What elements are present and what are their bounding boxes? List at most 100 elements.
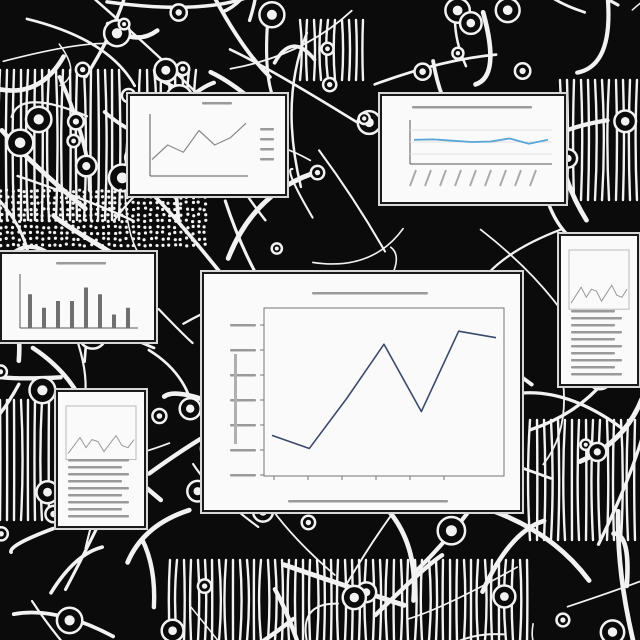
doc-text-line [571,352,615,355]
pattern-dot [101,207,105,212]
pattern-node-core [445,525,457,537]
pattern-dot [22,238,27,242]
illegible-x-tick-label [499,169,507,187]
series-line [151,122,247,160]
pattern-dot [94,238,98,242]
pattern-dot [149,236,154,241]
pattern-dot [161,243,165,247]
pattern-dot [11,207,15,212]
pattern-dot [17,213,21,217]
pattern-node-core [466,18,476,28]
pattern-dot [149,208,153,212]
pattern-dot [161,200,165,205]
pattern-node-core [80,66,86,73]
pattern-dot [107,195,111,199]
pattern-dot [40,218,44,223]
pattern-dot [82,194,86,199]
pattern-comb-line [322,558,327,640]
pattern-comb-line [304,18,309,82]
pattern-dot [83,201,87,205]
bar [56,301,60,328]
pattern-dot [156,225,160,229]
pattern-comb-line [19,398,24,522]
pattern-node-core [161,65,171,75]
pattern-strand [9,526,55,554]
pattern-dot [160,218,164,222]
pattern-comb-line [556,418,561,542]
pattern-node-core [0,531,4,537]
pattern-strand [611,531,630,589]
pattern-comb-line [273,558,278,640]
pattern-dot [6,195,10,199]
pattern-dot [40,200,44,204]
illegible-y-tick [230,399,256,402]
pattern-dot [119,188,123,192]
pattern-dot [179,224,183,228]
pattern-dot [94,195,98,199]
pattern-dot [42,189,46,193]
pattern-dot [60,231,64,235]
pattern-dot [82,225,86,229]
doc-text-line [571,324,615,327]
pattern-dot [179,230,183,234]
pattern-dot [95,202,99,206]
pattern-strand [84,0,126,79]
pattern-dot [22,231,26,235]
pattern-dot [132,230,136,234]
pattern-comb-line [590,418,595,542]
plot-frame [263,307,505,477]
pattern-node-core [111,28,123,39]
pattern-strand [473,9,493,87]
pattern-dot [90,219,94,223]
pattern-dot [136,201,141,205]
doc-text-line [68,494,122,497]
doc-text-line [68,459,129,462]
pattern-dot [17,225,22,229]
pattern-dot [89,232,94,236]
pattern-dot [82,244,87,248]
pattern-dot [178,219,182,223]
pattern-dot [10,231,14,235]
pattern-strand [0,54,66,93]
pattern-strand [30,599,63,640]
pattern-dot [35,195,39,199]
pattern-dot [100,195,105,199]
pattern-dot [149,218,153,223]
pattern-dot [204,213,208,217]
pattern-dot [191,224,195,229]
pattern-dot [184,236,189,240]
pattern-dot [203,242,207,246]
pattern-dot [184,200,188,204]
pattern-dot [77,232,81,236]
pattern-dot [125,212,129,216]
doc-text-line [68,508,122,511]
pattern-comb-line [462,558,467,640]
pattern-dot [185,244,189,248]
pattern-dot [29,224,33,229]
doc-text-line [571,338,615,341]
pattern-strand [318,149,387,253]
doc-text-line [68,473,129,476]
pattern-strand [25,17,137,88]
pattern-dot [54,218,58,222]
doc-figure-line [570,284,628,304]
pattern-dot [167,243,171,247]
pattern-dot [12,220,16,224]
pattern-dot [167,232,172,236]
pattern-dot [198,207,202,211]
pattern-comb-line [586,78,591,202]
pattern-node-core [14,137,26,149]
pattern-dot [65,213,70,217]
pattern-comb-line [238,558,243,640]
pattern-dot [22,200,27,204]
pattern-dot [11,242,16,247]
pattern-dot [71,242,75,247]
pattern-comb-line [434,558,439,640]
pattern-comb-line [597,418,602,542]
pattern-dot [113,196,117,200]
pattern-comb-line [625,418,630,542]
pattern-dot [112,219,116,223]
pattern-node-core [593,448,601,456]
pattern-dot [173,238,177,242]
pattern-dot [106,224,111,229]
